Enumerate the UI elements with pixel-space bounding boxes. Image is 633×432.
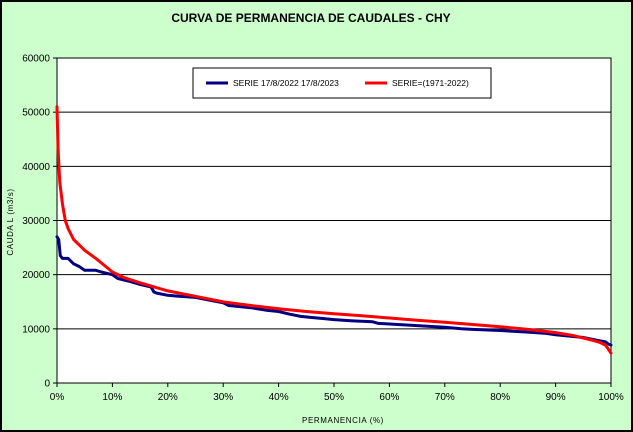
x-tick-label: 20% <box>158 392 178 403</box>
series-line-1 <box>55 105 613 355</box>
series-lines <box>55 105 613 355</box>
x-axis-ticks: 0% 10% 20% 30% 40% 50% 60% 70% 80% 90% 100% <box>50 383 624 403</box>
legend: SERIE 17/8/2022 17/8/2023 SERIE=(1971-20… <box>192 67 492 99</box>
x-tick-label: 50% <box>324 392 344 403</box>
y-tick-label: 30000 <box>22 216 50 227</box>
y-tick-label: 40000 <box>22 162 50 173</box>
x-tick-label: 60% <box>379 392 399 403</box>
x-tick-label: 0% <box>50 392 65 403</box>
x-tick-label: 30% <box>213 392 233 403</box>
x-tick-label: 80% <box>490 392 510 403</box>
legend-label-serie-historica: SERIE=(1971-2022) <box>392 78 469 88</box>
y-tick-label: 0 <box>44 379 50 390</box>
y-tick-label: 10000 <box>22 324 50 335</box>
x-tick-label: 40% <box>269 392 289 403</box>
grid-lines <box>57 111 611 330</box>
legend-box <box>192 67 492 99</box>
x-tick-label: 70% <box>435 392 455 403</box>
x-tick-label: 100% <box>598 392 624 403</box>
y-axis-label: CAUDA L (m3/s) <box>6 188 15 255</box>
x-axis-label: PERMANENCIA (%) <box>302 416 384 425</box>
chart-title: CURVA DE PERMANENCIA DE CAUDALES - CHY <box>171 11 450 25</box>
y-axis-ticks: 0 10000 20000 30000 40000 50000 60000 <box>22 54 57 390</box>
y-tick-label: 60000 <box>22 54 50 65</box>
y-tick-label: 20000 <box>22 270 50 281</box>
x-tick-label: 90% <box>546 392 566 403</box>
y-tick-label: 50000 <box>22 108 50 119</box>
series-line-0 <box>55 235 613 347</box>
x-tick-label: 10% <box>102 392 122 403</box>
legend-label-serie-2022: SERIE 17/8/2022 17/8/2023 <box>233 78 339 88</box>
